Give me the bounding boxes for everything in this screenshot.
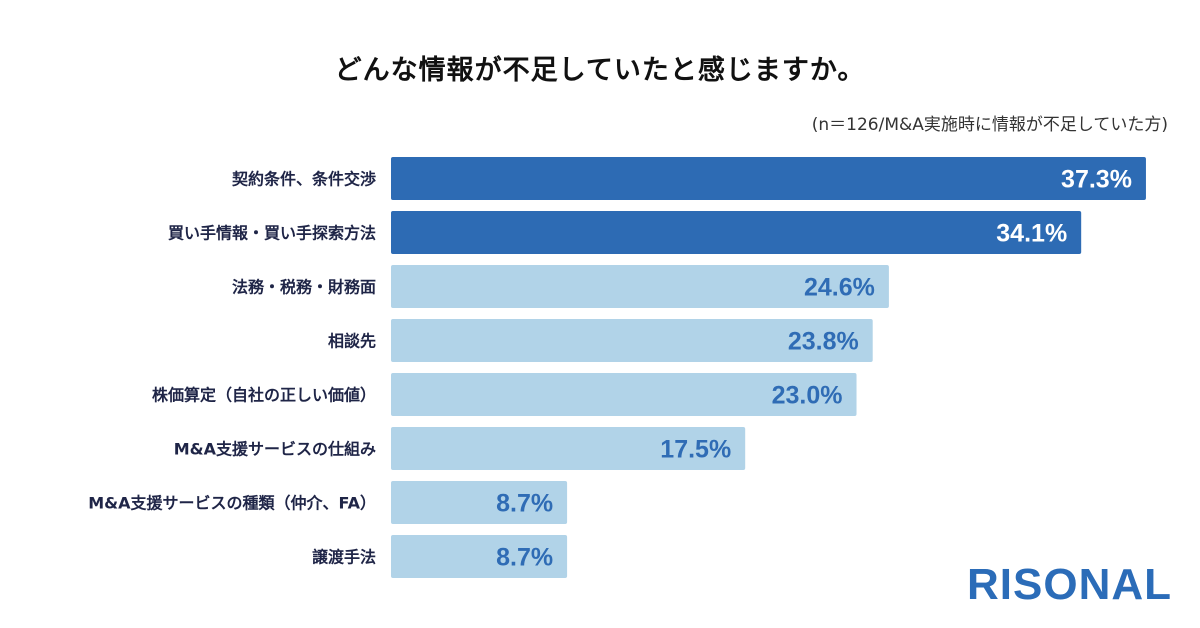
category-label: M&A支援サービスの仕組み [174, 440, 376, 459]
category-label: 譲渡手法 [312, 548, 376, 567]
chart-subtitle: (n＝126/M&A実施時に情報が不足していた方) [811, 115, 1168, 135]
bar [391, 535, 568, 578]
value-label: 23.8% [788, 328, 859, 356]
value-label: 23.0% [772, 382, 843, 410]
bar [391, 427, 746, 470]
bar [391, 265, 889, 308]
value-label: 8.7% [496, 544, 553, 572]
bar [391, 373, 857, 416]
bar [391, 481, 568, 524]
value-label: 37.3% [1061, 166, 1132, 194]
value-label: 34.1% [996, 220, 1067, 248]
category-label: 買い手情報・買い手探索方法 [168, 224, 376, 243]
category-label: 法務・税務・財務面 [232, 278, 376, 297]
bar [391, 211, 1082, 254]
risonal-logo: RISONAL [967, 560, 1172, 609]
value-label: 24.6% [804, 274, 875, 302]
category-label: 相談先 [328, 332, 376, 351]
value-label: 8.7% [496, 490, 553, 518]
category-label: M&A支援サービスの種類（仲介、FA） [88, 494, 376, 513]
chart-title: どんな情報が不足していたと感じますか。 [334, 55, 866, 86]
bar [391, 319, 873, 362]
category-label: 株価算定（自社の正しい価値） [152, 386, 376, 405]
bar [391, 157, 1146, 200]
category-label: 契約条件、条件交渉 [231, 170, 376, 189]
value-label: 17.5% [660, 436, 731, 464]
